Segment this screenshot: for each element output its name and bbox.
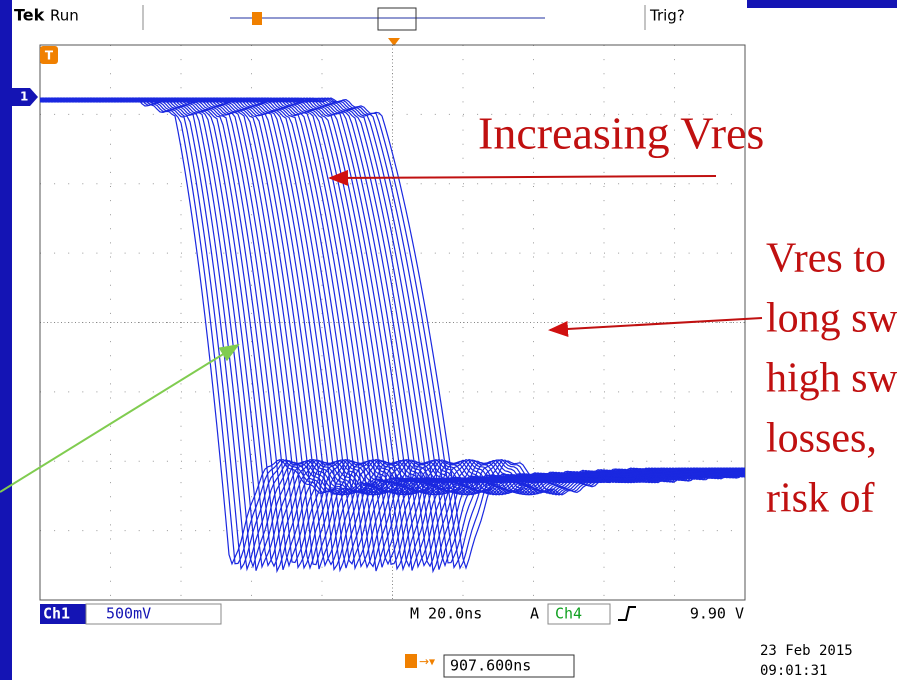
note-line: long sw xyxy=(766,296,897,342)
trigger-state: Trig? xyxy=(649,7,685,25)
volts-per-div: 500mV xyxy=(106,605,151,623)
date: 23 Feb 2015 xyxy=(760,643,853,659)
note-line: high sw xyxy=(766,356,897,402)
trigger-icon xyxy=(252,12,262,25)
trigger-icon xyxy=(405,654,417,668)
arrow-label: Increasing Vres xyxy=(478,108,764,159)
left-strip xyxy=(0,0,12,680)
slide: Tek Run Trig? T 1 Ch1 500mV M 20.0ns A C… xyxy=(0,0,897,680)
timebase: M 20.0ns xyxy=(410,605,482,623)
channel-marker: 1 xyxy=(20,90,28,104)
run-state: Run xyxy=(50,7,79,25)
trigger-source: Ch4 xyxy=(555,605,582,623)
arrow-icon: →▾ xyxy=(419,655,435,669)
note-line: losses, xyxy=(766,416,877,462)
trigger-marker: T xyxy=(45,49,54,63)
note: Vres to long sw high sw losses, risk of xyxy=(766,236,897,522)
note-line: risk of xyxy=(766,476,875,522)
note-line: Vres to xyxy=(766,236,886,282)
brand: Tek xyxy=(14,6,45,25)
trigger-level: 9.90 V xyxy=(690,605,744,623)
trigger-position: 907.600ns xyxy=(450,657,531,675)
acq-mode: A xyxy=(530,605,539,623)
scope-screen xyxy=(12,0,747,630)
channel: Ch1 xyxy=(43,605,70,623)
time: 09:01:31 xyxy=(760,663,827,679)
